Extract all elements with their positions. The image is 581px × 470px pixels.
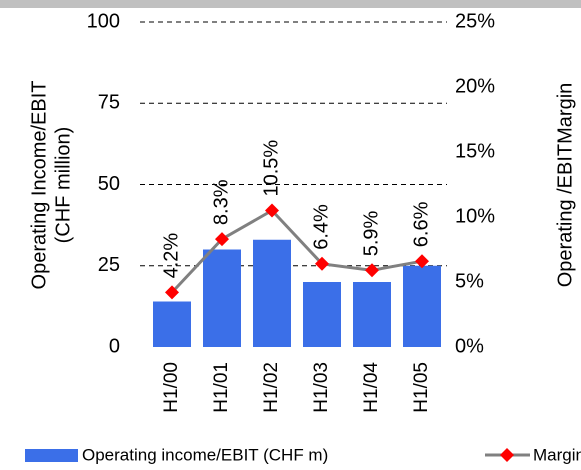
bar <box>303 282 341 347</box>
margin-marker <box>165 285 179 300</box>
x-tick-label: H1/03 <box>311 362 332 413</box>
data-label: 6.4% <box>310 204 332 250</box>
y-tick-label: 25 <box>98 254 120 276</box>
y-tick-label: 50 <box>98 173 120 195</box>
bar <box>203 249 241 347</box>
bar <box>403 265 441 347</box>
data-label: 6.6% <box>410 201 432 247</box>
y2-tick-label: 25% <box>455 10 495 32</box>
data-label: 8.3% <box>210 179 232 225</box>
bar <box>353 282 391 347</box>
x-tick-label: H1/02 <box>261 362 282 413</box>
margin-marker <box>215 232 229 247</box>
margin-marker <box>415 254 429 269</box>
y2-tick-label: 20% <box>455 75 495 97</box>
y-tick-label: 100 <box>87 10 120 32</box>
data-label: 5.9% <box>360 210 382 256</box>
margin-marker <box>315 256 329 271</box>
bar <box>253 239 291 347</box>
margin-marker <box>365 263 379 278</box>
y-axis-label: Operating Income/EBIT <box>28 81 50 290</box>
legend-label: Margin <box>533 445 581 464</box>
y-tick-label: 75 <box>98 92 120 114</box>
x-tick-label: H1/00 <box>161 362 182 413</box>
y2-tick-label: 0% <box>455 335 484 357</box>
margin-marker <box>265 203 279 218</box>
legend-marker <box>500 448 514 462</box>
legend-label: Operating income/EBIT (CHF m) <box>82 445 328 464</box>
y2-tick-label: 5% <box>455 270 484 292</box>
margin-line <box>170 208 423 294</box>
x-tick-label: H1/01 <box>211 362 232 413</box>
data-label: 10.5% <box>260 140 282 197</box>
y2-axis-label: Operating /EBITMargin <box>554 83 576 288</box>
top-band <box>0 0 581 8</box>
x-tick-label: H1/05 <box>411 362 432 413</box>
legend-swatch <box>25 449 78 462</box>
y-tick-label: 0 <box>109 335 120 357</box>
data-label: 4.2% <box>160 233 182 279</box>
y2-tick-label: 15% <box>455 140 495 162</box>
bar <box>153 301 191 347</box>
x-tick-label: H1/04 <box>361 362 382 413</box>
y-axis-label: (CHF million) <box>52 127 74 244</box>
y2-tick-label: 10% <box>455 205 495 227</box>
